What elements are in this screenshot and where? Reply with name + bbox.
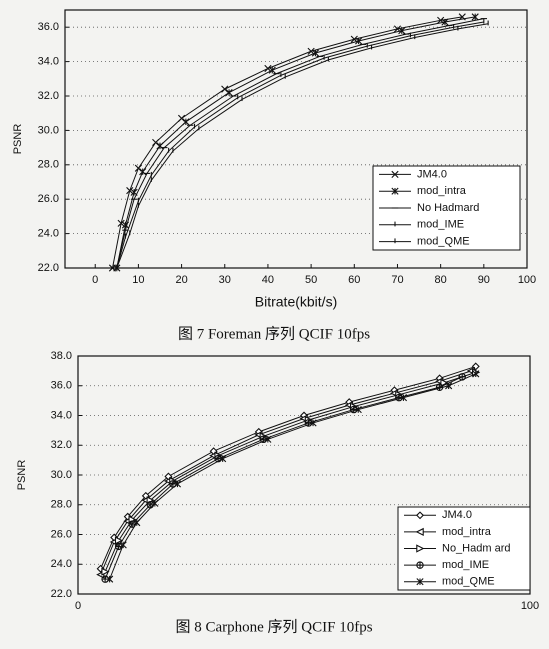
y-tick-label: 36.0 xyxy=(38,21,59,33)
marker xyxy=(101,567,110,576)
marker xyxy=(398,27,406,35)
y-tick-label: 36.0 xyxy=(51,380,72,392)
marker xyxy=(133,519,141,527)
x-tick-label: 50 xyxy=(305,274,317,286)
legend-label: No_Hadm ard xyxy=(442,542,510,554)
marker xyxy=(151,499,159,507)
marker xyxy=(472,370,480,378)
marker xyxy=(152,138,160,147)
x-tick-label: 20 xyxy=(175,274,187,286)
marker xyxy=(169,480,177,488)
marker xyxy=(101,575,109,583)
y-tick-label: 26.0 xyxy=(38,193,59,205)
plot-frame xyxy=(64,9,528,269)
y-tick-label: 30.0 xyxy=(38,124,59,136)
marker xyxy=(182,118,190,126)
marker xyxy=(114,542,123,551)
y-tick-label: 38.0 xyxy=(51,350,72,362)
series-line xyxy=(109,373,476,580)
x-tick-label: 70 xyxy=(391,274,403,286)
series-line xyxy=(104,371,476,572)
marker xyxy=(146,501,155,509)
series-line xyxy=(100,370,472,575)
x-tick-label: 30 xyxy=(219,274,231,286)
y-tick-label: 34.0 xyxy=(38,56,59,68)
marker xyxy=(355,37,363,45)
x-tick-label: 40 xyxy=(262,274,274,286)
caption: 图 7 Foreman 序列 QCIF 10fps xyxy=(178,325,370,342)
marker xyxy=(177,114,186,122)
x-tick-label: 0 xyxy=(75,600,81,612)
x-axis-label: Bitrate(kbit/s) xyxy=(255,294,337,310)
x-tick-label: 100 xyxy=(518,274,536,286)
caption: 图 8 Carphone 序列 QCIF 10fps xyxy=(175,618,372,635)
marker xyxy=(416,544,425,553)
marker xyxy=(221,85,229,93)
y-tick-label: 26.0 xyxy=(51,528,72,540)
y-axis-label: PSNR xyxy=(16,460,28,491)
marker xyxy=(225,88,233,97)
marker xyxy=(416,561,424,569)
marker xyxy=(268,66,276,74)
marker xyxy=(458,373,466,381)
marker xyxy=(391,187,399,195)
marker xyxy=(440,378,449,387)
y-tick-label: 32.0 xyxy=(51,439,72,451)
marker xyxy=(264,64,272,73)
marker xyxy=(445,382,453,390)
marker xyxy=(119,541,127,549)
marker xyxy=(416,511,424,520)
y-axis-label: PSNR xyxy=(12,124,24,155)
marker xyxy=(126,187,134,195)
marker xyxy=(399,394,408,402)
marker xyxy=(106,575,114,583)
y-tick-label: 22.0 xyxy=(38,262,59,274)
marker xyxy=(264,435,272,443)
y-tick-label: 30.0 xyxy=(51,469,72,481)
plot-frame xyxy=(77,355,531,595)
legend-label: mod_QME xyxy=(417,236,470,248)
legend-label: mod_IME xyxy=(417,219,464,231)
marker xyxy=(354,405,362,414)
marker xyxy=(416,578,424,586)
legend-label: JM4.0 xyxy=(442,509,472,521)
y-tick-label: 32.0 xyxy=(38,90,59,102)
x-tick-label: 10 xyxy=(132,274,144,286)
y-tick-label: 34.0 xyxy=(51,409,72,421)
marker xyxy=(134,164,142,172)
marker xyxy=(441,18,449,26)
legend-label: mod_QME xyxy=(442,576,495,588)
y-tick-label: 22.0 xyxy=(51,588,72,600)
marker xyxy=(173,480,182,488)
x-tick-label: 0 xyxy=(92,274,98,286)
x-tick-label: 90 xyxy=(478,274,490,286)
legend-label: mod_intra xyxy=(442,526,492,538)
marker xyxy=(311,49,320,57)
marker xyxy=(114,536,124,545)
marker xyxy=(219,455,227,463)
y-tick-label: 24.0 xyxy=(38,228,59,240)
y-tick-label: 28.0 xyxy=(38,159,59,171)
marker xyxy=(117,219,125,227)
y-tick-label: 24.0 xyxy=(51,558,72,570)
x-tick-label: 80 xyxy=(435,274,447,286)
marker xyxy=(309,419,317,427)
marker xyxy=(391,170,399,178)
marker xyxy=(415,527,424,536)
legend-label: mod_IME xyxy=(442,559,489,571)
legend-label: JM4.0 xyxy=(417,168,447,180)
legend-label: No Hadmard xyxy=(417,202,479,214)
marker xyxy=(471,13,479,21)
x-tick-label: 100 xyxy=(521,600,539,612)
y-tick-label: 28.0 xyxy=(51,499,72,511)
x-tick-label: 60 xyxy=(348,274,360,286)
legend-label: mod_intra xyxy=(417,185,467,197)
